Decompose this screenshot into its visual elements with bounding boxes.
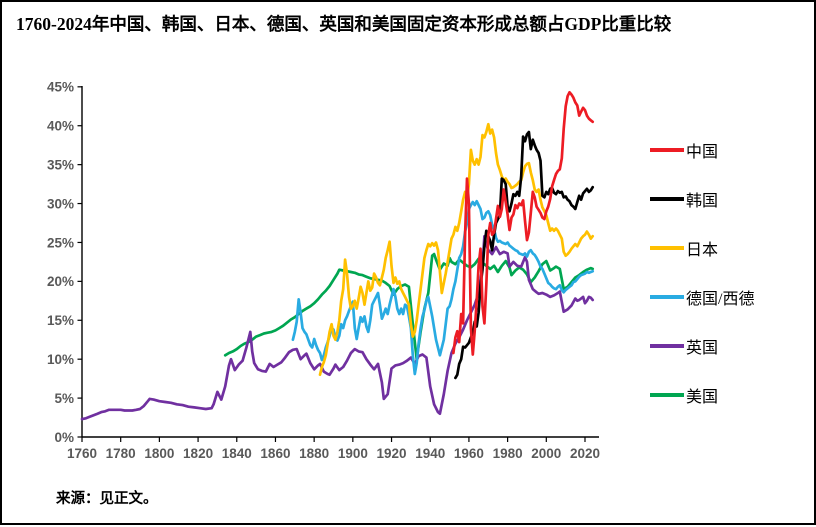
source-note: 来源：见正文。 [56,491,158,507]
series-line-英国 [80,234,595,421]
x-tick-label: 1920 [377,446,407,461]
y-tick-label: 25% [47,235,74,250]
y-tick-label: 10% [47,352,74,367]
legend-label: 中国 [686,143,719,161]
legend-label: 英国 [686,339,719,357]
series-line-日本 [318,122,595,377]
y-tick-label: 30% [47,196,74,211]
x-tick-label: 1980 [493,446,523,461]
y-tick-label: 35% [47,157,74,172]
chart-title: 1760-2024年中国、韩国、日本、德国、英国和美国固定资本形成总额占GDP比… [16,14,672,34]
series-line-德国/西德 [291,199,595,376]
x-tick-label: 1800 [144,446,174,461]
legend: 中国韩国日本德国/西德英国美国 [650,125,810,419]
legend-item: 日本 [650,223,810,272]
legend-label: 韩国 [686,192,719,210]
y-tick-label: 0% [54,430,74,445]
x-tick-label: 1860 [260,446,290,461]
y-tick-label: 45% [47,80,74,95]
legend-swatch [650,147,684,152]
legend-item: 中国 [650,125,810,174]
x-tick-label: 1880 [299,446,329,461]
x-tick-label: 2020 [570,446,600,461]
series-line-中国 [452,90,595,356]
series-line-美国 [223,252,595,361]
legend-label: 日本 [686,241,719,259]
x-tick-label: 1840 [222,446,252,461]
x-tick-label: 1900 [338,446,368,461]
legend-item: 英国 [650,321,810,370]
legend-item: 德国/西德 [650,272,810,321]
y-tick-label: 5% [54,391,74,406]
legend-swatch [650,392,684,397]
legend-item: 美国 [650,370,810,419]
y-tick-label: 15% [47,313,74,328]
series-line-韩国 [454,130,595,380]
x-tick-label: 1760 [67,446,97,461]
y-tick-label: 40% [47,119,74,134]
legend-item: 韩国 [650,174,810,223]
x-tick-label: 2000 [531,446,561,461]
legend-swatch [650,196,684,201]
x-tick-label: 1780 [106,446,136,461]
y-tick-label: 20% [47,274,74,289]
legend-swatch [650,245,684,250]
x-tick-label: 1940 [415,446,445,461]
legend-swatch [650,294,684,299]
legend-label: 德国/西德 [686,290,755,308]
x-tick-label: 1820 [183,446,213,461]
legend-label: 美国 [686,388,719,406]
legend-swatch [650,343,684,348]
x-tick-label: 1960 [454,446,484,461]
